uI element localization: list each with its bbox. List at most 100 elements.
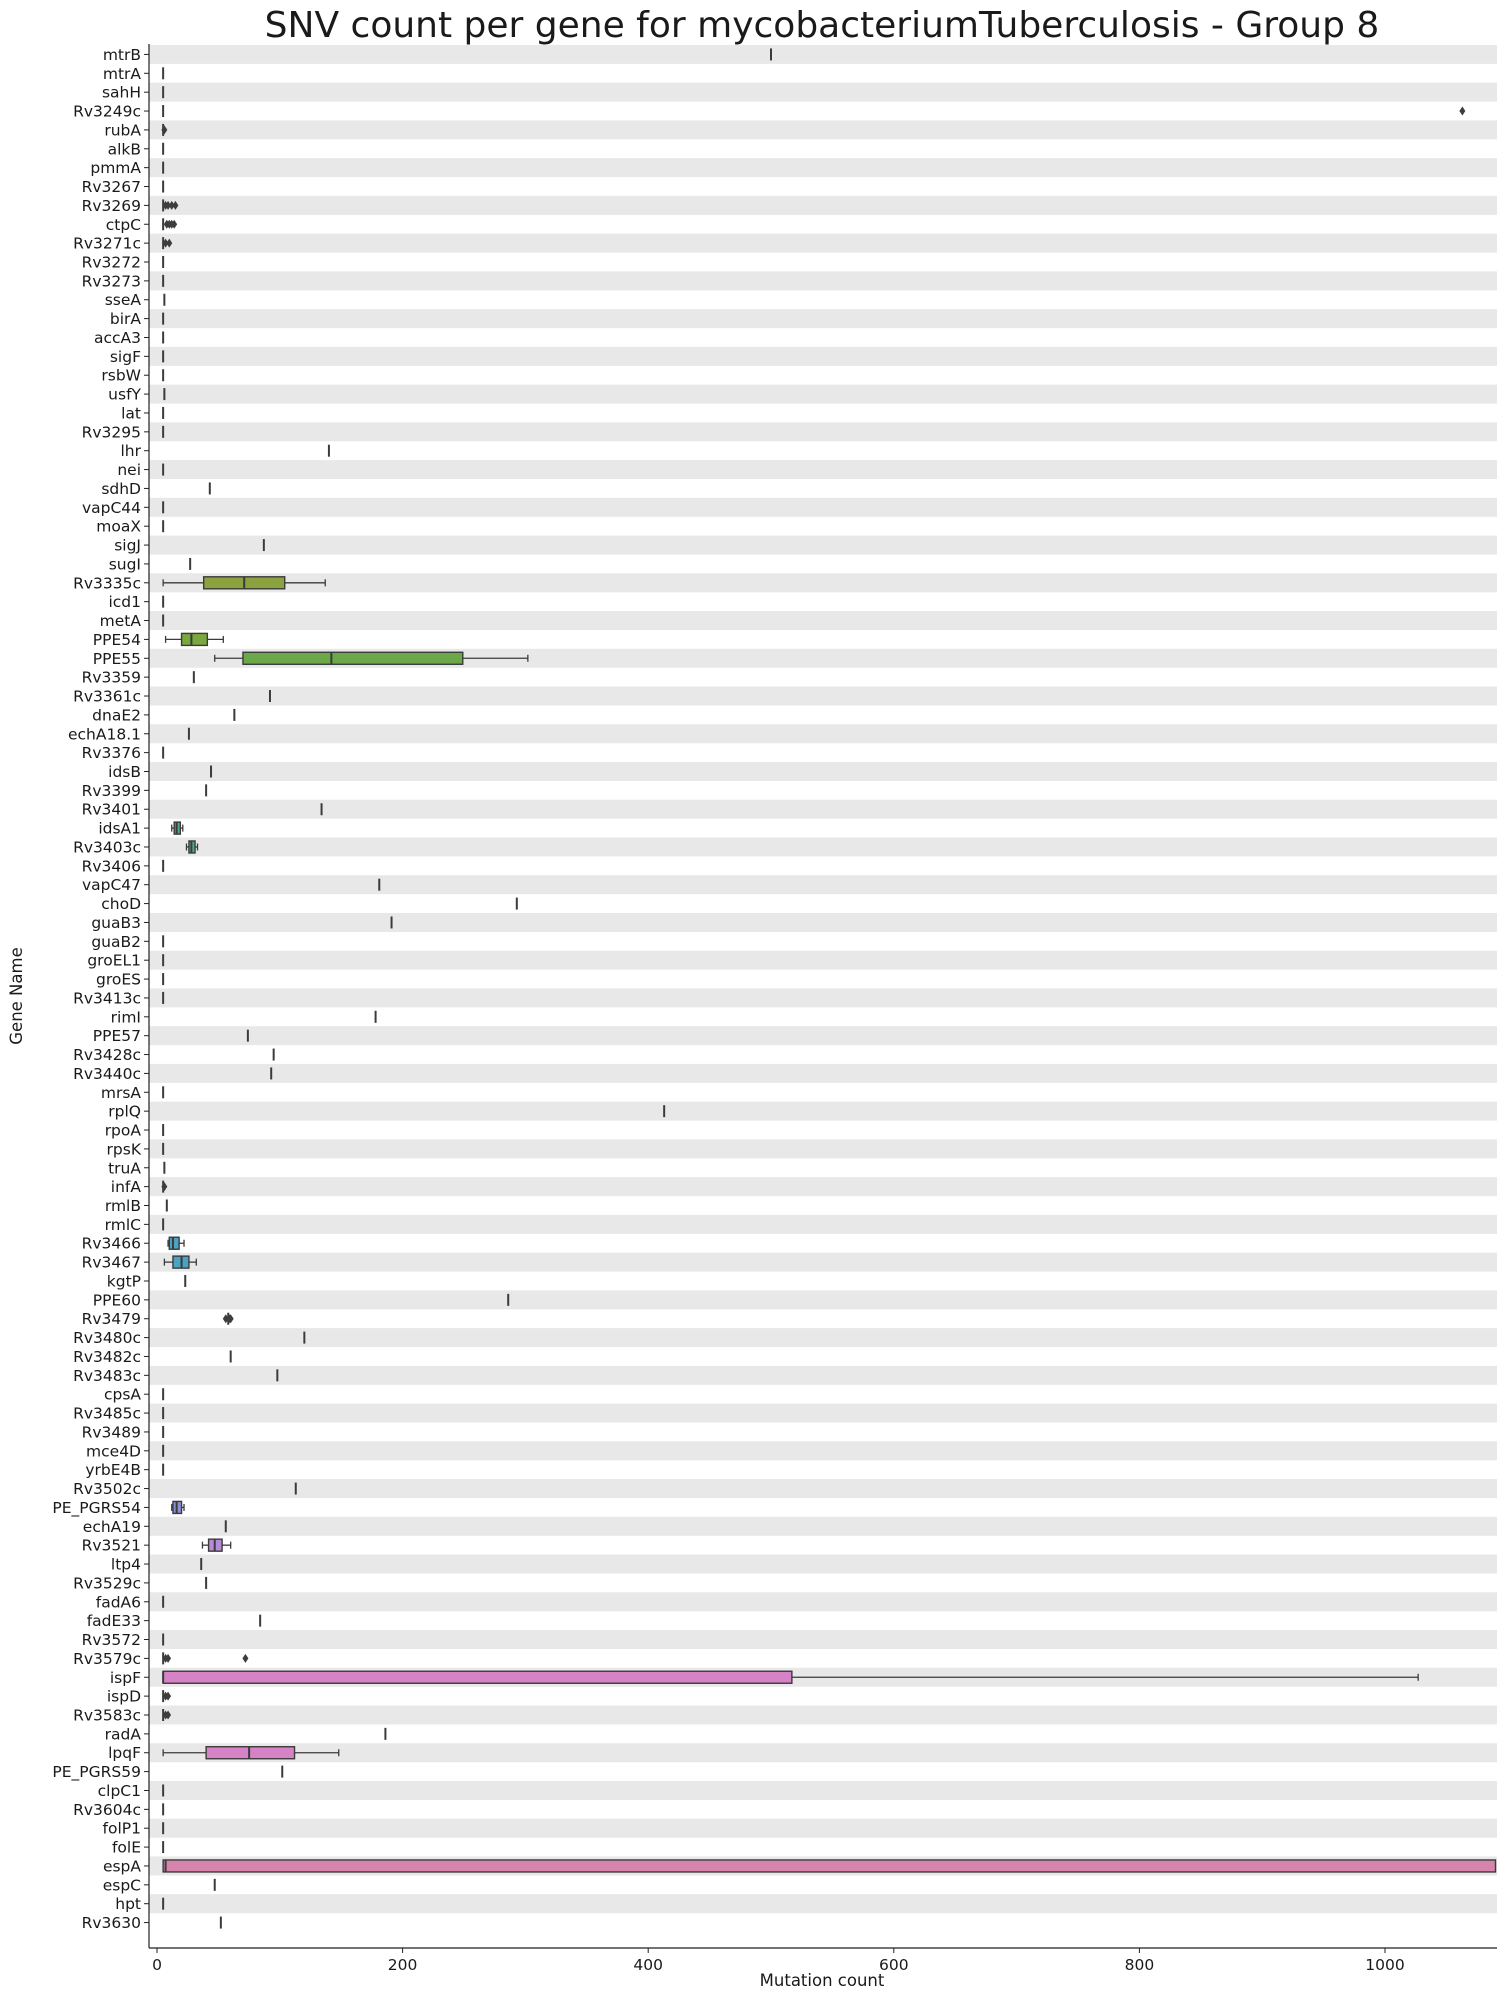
y-tick-label-rv3521: Rv3521: [82, 1537, 141, 1555]
row-band-rv3295: [149, 422, 1497, 442]
row-band-meta: [149, 611, 1497, 631]
row-band-rv3271c: [149, 233, 1497, 253]
row-band-rplq: [149, 1101, 1497, 1121]
y-tick-label-clpc1: clpC1: [98, 1782, 141, 1800]
y-tick-label-fada6: fadA6: [96, 1593, 141, 1611]
y-tick-label-vapc47: vapC47: [82, 876, 141, 894]
y-tick-label-rv3403c: Rv3403c: [73, 838, 141, 856]
row-band-rv3480c: [149, 1328, 1497, 1348]
row-band-rv3361c: [149, 686, 1497, 706]
row-band-pmma: [149, 158, 1497, 178]
y-tick-label-rv3428c: Rv3428c: [73, 1046, 141, 1064]
box-rv3335c: [162, 576, 326, 590]
y-tick-labels: mtrBmtrAsahHRv3249crubAalkBpmmARv3267Rv3…: [52, 46, 149, 1932]
row-band-vapc47: [149, 875, 1497, 895]
row-band-rv3403c: [149, 837, 1497, 857]
y-tick-label-rv3579c: Rv3579c: [73, 1650, 141, 1668]
box-iqr-ppe54: [180, 632, 209, 647]
row-band-groel1: [149, 950, 1497, 970]
y-tick-label-rv3529c: Rv3529c: [73, 1574, 141, 1592]
x-tick-label-0: 0: [152, 1956, 162, 1974]
y-tick-label-rv3359: Rv3359: [82, 669, 141, 687]
row-band-rv3401: [149, 799, 1497, 819]
y-tick-label-ppe57: PPE57: [93, 1027, 141, 1045]
outlier-rv3579c-2: [165, 1653, 172, 1663]
y-tick-label-rv3604c: Rv3604c: [73, 1801, 141, 1819]
y-tick-label-rv3466: Rv3466: [82, 1235, 141, 1253]
y-tick-label-sugi: sugI: [109, 555, 141, 573]
outlier-infa-1: [161, 1182, 168, 1192]
y-tick-label-chod: choD: [101, 895, 141, 913]
y-tick-label-rv3482c: Rv3482c: [73, 1348, 141, 1366]
y-tick-label-sdhd: sdhD: [101, 480, 141, 498]
outlier-rv3479-1: [222, 1314, 229, 1324]
y-tick-label-rv3479: Rv3479: [82, 1310, 141, 1328]
y-tick-label-ruba: rubA: [104, 121, 141, 139]
y-tick-label-meta: metA: [100, 612, 142, 630]
box-iqr-lpqf: [205, 1746, 296, 1760]
y-tick-label-usfy: usfY: [108, 386, 141, 404]
axes: [148, 44, 1497, 1949]
y-tick-label-rpoa: rpoA: [105, 1122, 142, 1140]
y-tick-label-ppe60: PPE60: [93, 1291, 141, 1309]
row-band-rv3583c: [149, 1705, 1497, 1725]
y-tick-label-rv3295: Rv3295: [82, 423, 141, 441]
y-tick-label-ppe55: PPE55: [93, 650, 141, 668]
row-band-rpsk: [149, 1139, 1497, 1159]
outlier-rv3479-3: [227, 1314, 234, 1324]
row-band-hpt: [149, 1894, 1497, 1914]
box-rv3479: [222, 1312, 234, 1325]
y-axis-label: Gene Name: [7, 947, 26, 1044]
y-tick-label-lpqf: lpqF: [108, 1744, 141, 1762]
box-ispf: [162, 1670, 1419, 1684]
row-band-ppe57: [149, 1026, 1497, 1046]
y-tick-label-rv3489: Rv3489: [82, 1423, 141, 1441]
y-tick-label-moax: moaX: [96, 518, 141, 536]
row-bands: [149, 44, 1497, 1914]
y-tick-label-icd1: icd1: [108, 593, 141, 611]
row-band-echa18-1: [149, 724, 1497, 744]
y-tick-label-sigf: sigF: [110, 348, 141, 366]
row-band-ruba: [149, 120, 1497, 140]
y-tick-label-ltp4: ltp4: [111, 1556, 141, 1574]
box-iqr-ppe55: [242, 651, 464, 665]
x-tick-label-200: 200: [388, 1956, 418, 1974]
y-tick-label-rv3572: Rv3572: [82, 1631, 141, 1649]
row-band-sigf: [149, 346, 1497, 366]
box-iqr-rv3466: [168, 1236, 180, 1250]
row-band-folp1: [149, 1818, 1497, 1838]
row-band-ltp4: [149, 1554, 1497, 1574]
y-tick-label-pe-pgrs59: PE_PGRS59: [52, 1763, 141, 1782]
y-tick-label-trua: truA: [108, 1159, 141, 1177]
box-rv3466: [167, 1236, 185, 1250]
y-tick-label-rv3269: Rv3269: [82, 197, 141, 215]
y-tick-label-mtra: mtrA: [103, 65, 142, 83]
y-tick-label-rv3361c: Rv3361c: [73, 688, 141, 706]
box-plot-series: [161, 48, 1497, 1929]
outlier-rv3271c-1: [162, 238, 169, 248]
y-tick-label-espc: espC: [103, 1876, 141, 1894]
box-rv3579c: [162, 1652, 249, 1665]
y-tick-label-acca3: accA3: [94, 329, 141, 347]
y-tick-label-bira: birA: [110, 310, 142, 328]
y-tick-label-rv3376: Rv3376: [82, 744, 141, 762]
y-tick-label-echa19: echA19: [83, 1518, 141, 1536]
outlier-rv3269-2: [165, 200, 172, 210]
y-tick-label-lat: lat: [121, 404, 141, 422]
row-band-rv3467: [149, 1252, 1497, 1272]
y-tick-label-rsbw: rsbW: [101, 367, 141, 385]
row-band-infa: [149, 1177, 1497, 1197]
row-band-idsb: [149, 761, 1497, 781]
row-band-mce4d: [149, 1441, 1497, 1461]
box-ruba: [161, 123, 168, 136]
row-band-fada6: [149, 1592, 1497, 1612]
outlier-rv3579c-3: [242, 1653, 249, 1663]
x-axis-label: Mutation count: [760, 1971, 885, 1990]
y-tick-label-vapc44: vapC44: [82, 499, 141, 517]
y-tick-label-guab3: guaB3: [91, 914, 141, 932]
y-tick-label-rv3483c: Rv3483c: [73, 1367, 141, 1385]
y-tick-label-rv3630: Rv3630: [82, 1914, 141, 1932]
row-band-sigj: [149, 535, 1497, 555]
x-tick-labels: 0 200 400 600 800 1000: [152, 1948, 1405, 1974]
outlier-rv3249c-1: [1459, 106, 1466, 116]
